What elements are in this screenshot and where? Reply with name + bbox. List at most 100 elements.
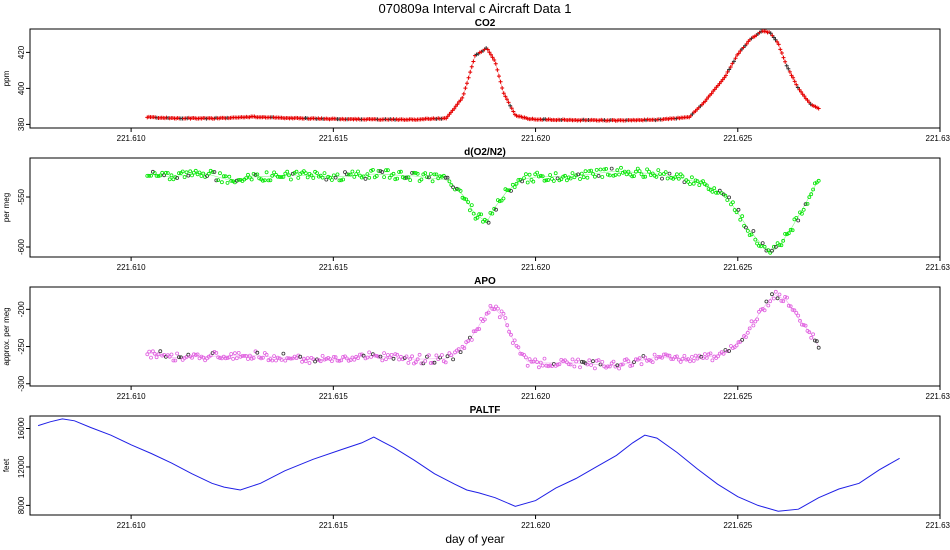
data-point	[775, 39, 780, 44]
data-point	[510, 182, 515, 187]
data-point	[799, 89, 804, 94]
data-point	[704, 355, 709, 360]
data-point	[684, 357, 689, 362]
data-point	[738, 48, 743, 53]
data-point	[197, 170, 202, 175]
data-point	[606, 364, 610, 369]
data-point	[397, 357, 402, 362]
data-point	[630, 174, 635, 179]
data-point	[626, 169, 631, 174]
data-point	[469, 64, 474, 69]
y-tick-label: -600	[17, 238, 26, 255]
data-point	[650, 171, 655, 176]
data-point	[147, 173, 152, 178]
data-point	[449, 183, 454, 187]
data-point	[768, 31, 773, 36]
data-point	[439, 174, 444, 179]
data-point	[473, 216, 478, 221]
data-point	[156, 174, 161, 179]
data-point	[581, 175, 586, 180]
data-point	[503, 316, 508, 320]
data-point	[551, 179, 556, 183]
data-point	[408, 178, 413, 183]
data-point	[803, 323, 808, 328]
data-point	[607, 173, 612, 178]
data-point	[583, 169, 588, 174]
data-point	[400, 175, 405, 180]
data-point	[773, 289, 778, 294]
data-point	[443, 360, 448, 365]
data-point	[791, 75, 796, 80]
plot-frame	[29, 415, 941, 516]
data-point	[693, 178, 698, 183]
data-point	[725, 70, 730, 75]
data-point	[275, 355, 280, 360]
data-point	[779, 243, 784, 248]
data-point	[794, 310, 799, 315]
data-point	[467, 208, 472, 213]
series-2	[145, 165, 821, 255]
data-point	[369, 354, 374, 359]
data-point	[738, 217, 743, 222]
panel-4: PALTF 221.610 221.615 221.620 221.625 221.630…	[2, 405, 950, 530]
data-point	[722, 75, 727, 80]
data-point	[225, 180, 230, 185]
data-point	[667, 171, 672, 176]
data-point	[335, 172, 340, 177]
data-point	[641, 175, 646, 179]
data-point	[632, 360, 636, 365]
data-point	[395, 176, 400, 181]
data-point	[570, 357, 575, 362]
data-point	[786, 303, 791, 308]
data-point	[676, 176, 681, 181]
data-point	[382, 351, 387, 356]
x-tick-label: 221.610	[117, 521, 146, 530]
data-point	[458, 188, 463, 193]
x-tick-label: 221.610	[117, 263, 146, 272]
data-point	[524, 355, 528, 360]
data-point	[348, 172, 353, 177]
data-point	[504, 97, 509, 102]
data-point	[486, 310, 491, 315]
panel-title: APO	[474, 276, 496, 287]
data-point	[455, 102, 460, 107]
panel-title: PALTF	[470, 405, 501, 416]
data-point	[451, 357, 456, 362]
data-point	[518, 351, 523, 356]
data-point	[352, 174, 357, 179]
data-point	[216, 355, 221, 360]
data-point	[796, 218, 801, 223]
data-point	[784, 63, 789, 68]
data-point	[494, 304, 498, 309]
data-point	[495, 67, 500, 72]
data-point	[486, 220, 491, 225]
data-point	[706, 352, 711, 357]
data-point	[527, 172, 532, 177]
data-point	[727, 195, 731, 200]
data-point	[790, 307, 795, 312]
data-point	[331, 173, 336, 178]
data-point	[585, 175, 590, 180]
data-point	[772, 244, 776, 249]
data-point	[178, 355, 183, 360]
y-tick-label: -300	[17, 375, 26, 392]
data-point	[160, 170, 165, 175]
data-point	[300, 359, 305, 364]
data-point	[285, 169, 290, 174]
data-point	[736, 207, 741, 212]
data-point	[553, 171, 558, 176]
data-point	[596, 358, 601, 363]
data-point	[501, 311, 506, 316]
data-point	[783, 231, 787, 236]
y-tick-label: -200	[17, 301, 26, 318]
series-trace	[147, 170, 819, 254]
data-point	[814, 339, 819, 344]
data-point	[626, 359, 631, 364]
data-point	[203, 358, 208, 363]
data-point	[620, 362, 625, 367]
data-point	[462, 346, 467, 351]
data-point	[587, 169, 592, 174]
data-point	[574, 173, 579, 178]
data-point	[757, 309, 761, 314]
data-point	[406, 360, 411, 365]
